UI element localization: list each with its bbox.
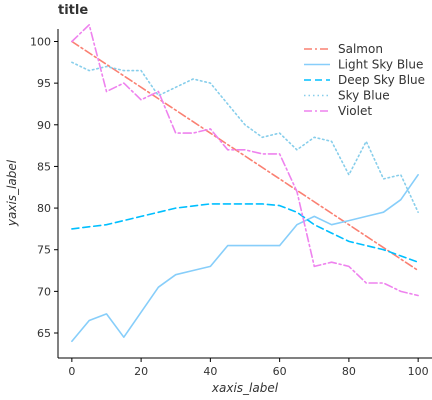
y-tick-label: 90 [37, 119, 51, 132]
series-line-deep-sky-blue [71, 203, 419, 264]
series-line-salmon [71, 40, 419, 272]
y-tick-label: 70 [37, 285, 51, 298]
y-tick-label: 65 [37, 327, 51, 340]
y-tick-label: 85 [37, 160, 51, 173]
x-tick-label: 0 [68, 365, 75, 378]
y-tick-label: 100 [30, 35, 51, 48]
legend-label-light-sky-blue: Light Sky Blue [338, 58, 423, 72]
series-line-light-sky-blue [71, 174, 419, 343]
legend-label-salmon: Salmon [338, 42, 383, 56]
x-tick-label: 60 [273, 365, 287, 378]
series-line-violet [71, 23, 419, 297]
legend-label-deep-sky-blue: Deep Sky Blue [338, 73, 425, 87]
x-ticks: 0 20 40 60 80 100 [68, 358, 429, 378]
series-layer [71, 23, 419, 343]
chart-title: title [58, 3, 88, 18]
y-tick-label: 95 [37, 77, 51, 90]
x-tick-label: 20 [134, 365, 148, 378]
x-tick-label: 100 [408, 365, 429, 378]
legend-label-sky-blue: Sky Blue [338, 89, 390, 103]
series-line-sky-blue [71, 61, 419, 213]
x-tick-label: 80 [342, 365, 356, 378]
legend-label-violet: Violet [338, 104, 372, 118]
y-tick-label: 75 [37, 244, 51, 257]
y-tick-label: 80 [37, 202, 51, 215]
y-ticks: 65 70 75 80 85 90 95 100 [30, 35, 58, 340]
y-axis-title: yaxis_label [5, 159, 19, 227]
x-axis-title: xaxis_label [211, 381, 279, 395]
x-tick-label: 40 [203, 365, 217, 378]
